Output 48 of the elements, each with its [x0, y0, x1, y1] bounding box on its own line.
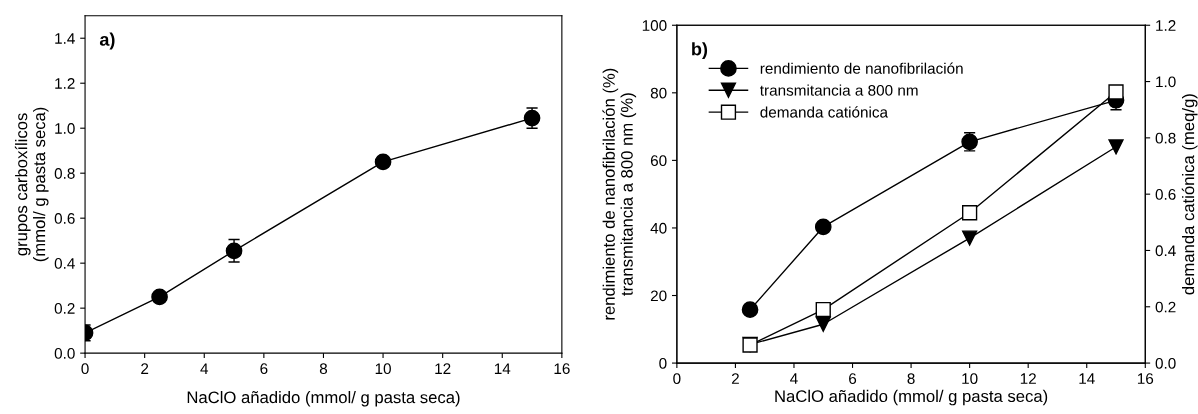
y-tick-label: 1.2	[55, 78, 75, 89]
y-tick-label: 100	[642, 20, 667, 31]
y2-tick-label: 1.0	[1156, 76, 1176, 88]
x-tick-label: 8	[319, 363, 328, 375]
x-axis-title: NaClO añadido (mmol/ g pasta seca)	[187, 390, 460, 407]
x-tick-label: 14	[1079, 373, 1095, 384]
y-tick-label: 1.4	[55, 33, 75, 44]
y2-tick-label: 0.8	[1155, 132, 1176, 144]
x-tick-label: 10	[375, 363, 391, 375]
x-tick-label: 10	[962, 373, 978, 385]
y2-tick-label: 0.4	[1155, 245, 1176, 257]
x-tick-label: 6	[849, 373, 857, 385]
y-tick-label: 0.0	[54, 348, 75, 359]
x-tick-label: 0	[81, 363, 89, 375]
x-tick-label: 12	[1020, 373, 1036, 384]
legend-label: transmitancia a 800 nm	[760, 84, 918, 96]
y2-tick-label: 1.2	[1156, 20, 1176, 31]
x-tick-label: 16	[554, 363, 570, 375]
y-axis-title: rendimiento de nanofibrilación (%) transmitancia a 800 nm (%)	[602, 68, 637, 320]
y-tick-label: 0.6	[54, 213, 75, 224]
y2-tick-label: 0.6	[1155, 189, 1176, 200]
annotation: b)	[692, 42, 708, 59]
y-tick-label: 60	[650, 155, 667, 167]
x-tick-label: 12	[435, 363, 451, 374]
y-tick-label: 40	[650, 222, 667, 234]
y2-axis-title: demanda catiónica (meq/g)	[1181, 94, 1198, 295]
legend-label: rendimiento de nanofibrilación	[760, 62, 963, 74]
legend-label: demanda catiónica	[760, 106, 889, 118]
x-tick-label: 2	[731, 373, 739, 384]
y-axis-title: grupos carboxílicos (mmol/ g pasta seca)	[14, 107, 49, 262]
y-tick-label: 0.8	[54, 168, 75, 179]
y2-tick-label: 0.2	[1155, 301, 1176, 313]
x-tick-label: 6	[260, 363, 268, 375]
x-tick-label: 2	[141, 363, 149, 374]
y-tick-label: 1.0	[55, 123, 75, 134]
annotation: a)	[99, 32, 115, 50]
x-tick-label: 4	[790, 373, 798, 384]
y-tick-label: 0.2	[54, 303, 75, 314]
x-tick-label: 16	[1137, 373, 1154, 385]
x-tick-label: 4	[200, 363, 209, 374]
x-axis-title: NaClO añadido (mmol/ g pasta seca)	[775, 389, 1048, 406]
x-tick-label: 8	[907, 373, 915, 385]
y-tick-label: 0.4	[54, 258, 75, 269]
x-tick-label: 0	[673, 373, 681, 385]
y-tick-label: 80	[650, 87, 667, 99]
x-tick-label: 14	[494, 363, 511, 374]
y2-tick-label: 0.0	[1155, 357, 1176, 369]
y-tick-label: 20	[650, 290, 667, 302]
